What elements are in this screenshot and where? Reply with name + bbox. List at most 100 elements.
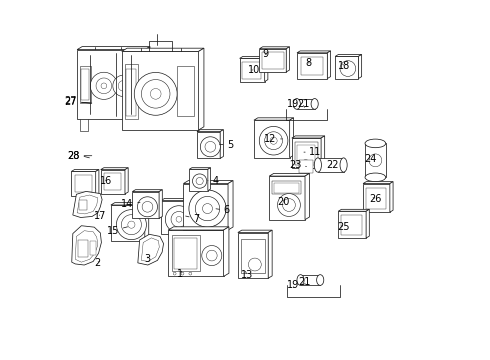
Polygon shape: [228, 181, 233, 230]
Polygon shape: [220, 130, 223, 158]
Polygon shape: [73, 192, 102, 217]
Polygon shape: [138, 234, 164, 265]
Polygon shape: [183, 181, 233, 184]
Text: 19: 19: [287, 99, 299, 109]
Bar: [90, 241, 96, 255]
Bar: [262, 52, 284, 69]
Polygon shape: [122, 48, 204, 51]
Bar: [79, 200, 87, 210]
Polygon shape: [72, 170, 99, 171]
Polygon shape: [189, 168, 211, 169]
Polygon shape: [238, 230, 272, 233]
Bar: [168, 230, 223, 276]
Text: 12: 12: [264, 134, 282, 144]
Polygon shape: [366, 209, 369, 238]
Circle shape: [138, 197, 157, 217]
Polygon shape: [168, 227, 229, 230]
Circle shape: [202, 203, 213, 213]
Circle shape: [90, 72, 118, 99]
Circle shape: [165, 206, 193, 233]
Bar: [365, 143, 386, 177]
Bar: [161, 201, 193, 234]
Bar: [254, 120, 290, 158]
Polygon shape: [254, 118, 294, 120]
Ellipse shape: [297, 275, 304, 285]
Bar: [173, 238, 197, 269]
Bar: [80, 119, 88, 131]
Circle shape: [101, 83, 107, 89]
Polygon shape: [72, 226, 101, 265]
Bar: [298, 160, 313, 173]
Polygon shape: [260, 47, 290, 49]
Circle shape: [113, 75, 134, 96]
Bar: [335, 57, 358, 78]
Circle shape: [117, 210, 147, 240]
Bar: [270, 176, 305, 220]
Polygon shape: [197, 130, 223, 132]
Circle shape: [265, 132, 283, 150]
Bar: [297, 99, 315, 109]
Circle shape: [189, 272, 192, 275]
Circle shape: [196, 177, 203, 185]
Circle shape: [270, 137, 277, 144]
Text: 2: 2: [94, 258, 100, 268]
Polygon shape: [111, 203, 149, 205]
Text: 20: 20: [277, 197, 290, 207]
Text: 27: 27: [65, 97, 77, 107]
Text: 3: 3: [144, 254, 150, 264]
Text: 13: 13: [241, 270, 253, 280]
Ellipse shape: [317, 275, 324, 285]
Text: 15: 15: [107, 226, 127, 236]
Bar: [238, 233, 268, 278]
Text: 9: 9: [262, 49, 268, 59]
Circle shape: [202, 246, 222, 266]
Polygon shape: [305, 174, 310, 220]
Polygon shape: [208, 168, 211, 191]
Polygon shape: [270, 174, 310, 176]
Circle shape: [150, 89, 161, 99]
Text: 23: 23: [289, 160, 306, 170]
Polygon shape: [100, 168, 128, 170]
Circle shape: [196, 197, 220, 221]
Circle shape: [302, 163, 309, 170]
Circle shape: [171, 211, 187, 227]
Polygon shape: [240, 57, 268, 58]
Polygon shape: [96, 170, 99, 196]
Circle shape: [134, 72, 177, 115]
Polygon shape: [161, 198, 197, 201]
Circle shape: [189, 190, 226, 227]
Circle shape: [369, 154, 382, 167]
Bar: [124, 64, 138, 119]
Text: 11: 11: [304, 147, 321, 157]
Circle shape: [193, 174, 207, 188]
Text: 24: 24: [365, 154, 377, 164]
Text: 16: 16: [100, 176, 113, 186]
Ellipse shape: [314, 158, 321, 172]
Circle shape: [96, 78, 112, 94]
Bar: [189, 169, 208, 191]
Bar: [240, 58, 265, 82]
Bar: [292, 138, 321, 168]
Text: 28: 28: [68, 151, 92, 161]
Text: 18: 18: [338, 62, 350, 71]
Bar: [111, 205, 145, 241]
Polygon shape: [268, 230, 272, 278]
Polygon shape: [327, 51, 331, 78]
Text: 25: 25: [337, 222, 350, 232]
Text: 7: 7: [186, 213, 199, 224]
Bar: [81, 69, 89, 100]
Circle shape: [128, 221, 135, 228]
Text: 19: 19: [287, 280, 299, 291]
Text: 28: 28: [68, 151, 80, 161]
Bar: [72, 171, 96, 196]
Text: 27: 27: [65, 96, 92, 107]
Bar: [297, 53, 327, 78]
Text: 17: 17: [94, 211, 107, 221]
Circle shape: [283, 199, 295, 211]
Polygon shape: [77, 195, 98, 214]
Polygon shape: [75, 231, 98, 262]
Circle shape: [200, 137, 220, 157]
Bar: [78, 240, 88, 257]
Bar: [367, 188, 386, 209]
Polygon shape: [297, 51, 331, 53]
